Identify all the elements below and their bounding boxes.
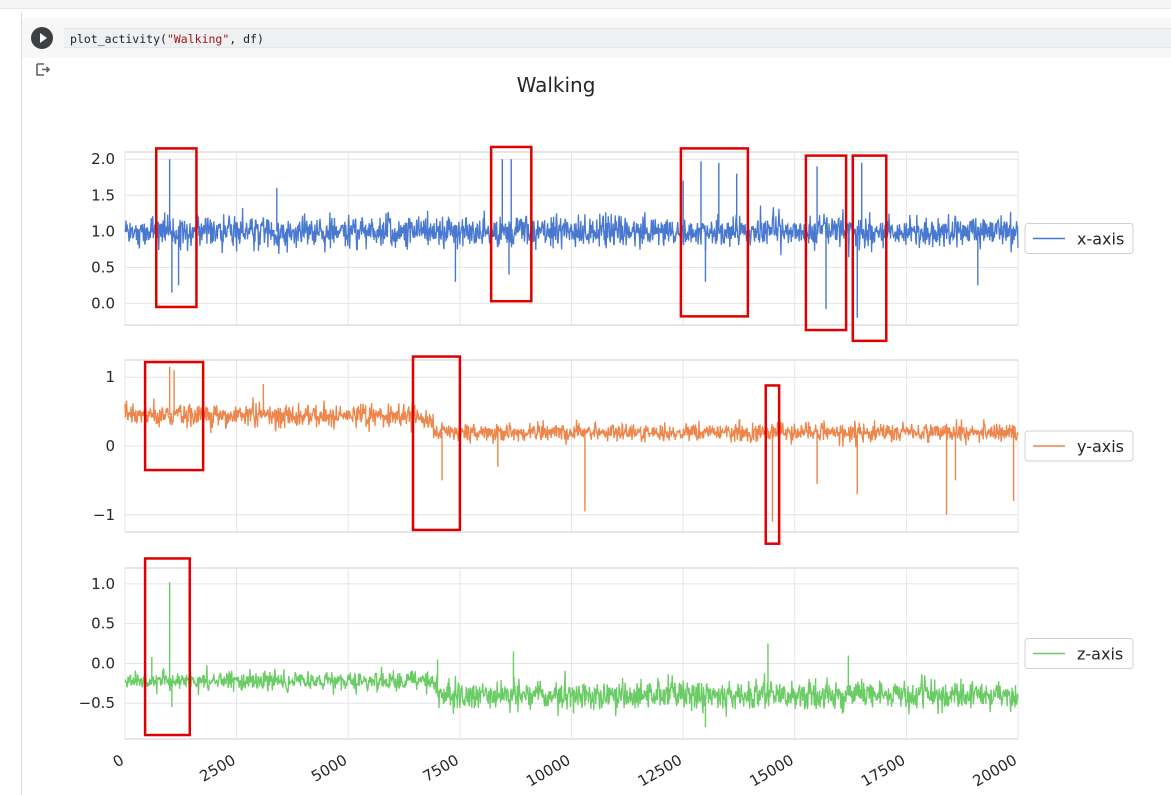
y-tick-label: 1.5 [91, 186, 115, 204]
x-tick-label: 12500 [635, 751, 685, 790]
y-tick-label: 1 [105, 368, 115, 386]
x-tick-label: 10000 [523, 751, 573, 790]
legend-label-y-axis: y-axis [1077, 437, 1124, 456]
legend-label-x-axis: x-axis [1077, 230, 1124, 249]
highlight-box [143, 557, 191, 737]
y-tick-label: −0.5 [79, 694, 115, 712]
x-tick-label: 20000 [970, 751, 1020, 790]
code-rest: , df) [229, 32, 264, 46]
code-row: plot_activity("Walking", df) [22, 18, 1171, 58]
code-string-arg: "Walking" [166, 32, 230, 46]
subplot-x-axis: 0.0 0.5 1.0 1.5 2.0 x-axis [91, 145, 1134, 343]
series-line-x-axis [124, 205, 1019, 258]
x-tick-label: 2500 [197, 751, 239, 786]
highlight-box [679, 147, 750, 318]
code-editor[interactable]: plot_activity("Walking", df) [64, 28, 1171, 48]
x-tick-label: 15000 [746, 751, 796, 790]
highlight-box [143, 360, 205, 472]
y-tick-label: 1.0 [91, 575, 115, 593]
code-function-name: plot_activity [70, 32, 161, 46]
y-tick-label: 1.0 [91, 222, 115, 240]
y-tick-label: −1 [93, 506, 115, 524]
legend-label-z-axis: z-axis [1077, 645, 1123, 664]
y-tick-label: 0.5 [91, 258, 115, 276]
legend-box [1024, 223, 1134, 254]
y-tick-label: 2.0 [91, 150, 115, 168]
x-tick-label: 7500 [420, 751, 462, 786]
highlight-box [411, 355, 462, 532]
code-cell: plot_activity("Walking", df) Walking 0.0… [21, 12, 1171, 795]
x-tick-label: 17500 [858, 751, 908, 790]
output-redirect-icon[interactable] [34, 61, 52, 79]
legend-box [1024, 638, 1134, 669]
highlight-box [155, 147, 198, 309]
legend-box [1024, 430, 1134, 462]
code-open-paren: ( [160, 32, 167, 46]
x-tick-label: 0 [110, 751, 127, 771]
highlight-box [764, 384, 781, 545]
run-cell-button[interactable] [31, 27, 53, 49]
series-line-z-axis [124, 665, 1019, 717]
subplot-z-axis: −0.5 0.0 0.5 1.0 z-axis [79, 557, 1134, 740]
subplots: 0.00.51.01.52.0x-axis−101y-axis−0.50.00.… [79, 145, 1134, 790]
y-tick-label: 0.0 [91, 294, 115, 312]
x-tick-label: 5000 [308, 751, 350, 786]
y-tick-label: 0.0 [91, 654, 115, 672]
previous-cell-edge [0, 0, 1171, 9]
subplot-y-axis: −1 0 1 y-axis [93, 355, 1134, 545]
chart-title: Walking [517, 73, 596, 97]
highlight-box [489, 145, 533, 303]
highlight-box [804, 154, 848, 332]
walking-figure: Walking 0.00.51.01.52.0x-axis−101y-axis−… [79, 73, 1134, 790]
highlight-box [851, 154, 888, 343]
y-tick-label: 0 [105, 437, 115, 455]
y-tick-label: 0.5 [91, 615, 115, 633]
series-line-y-axis [124, 397, 1019, 448]
